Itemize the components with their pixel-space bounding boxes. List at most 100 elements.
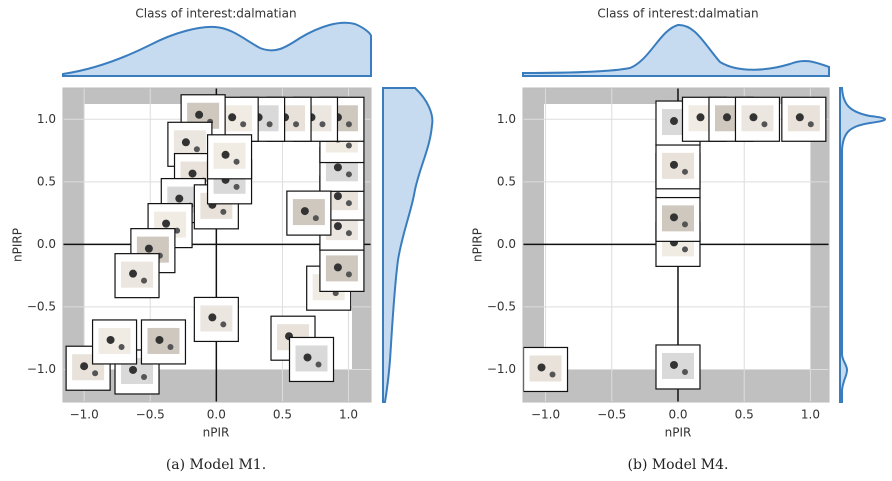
y-axis-label: nPIRP bbox=[471, 228, 485, 262]
thumbnail-content bbox=[292, 199, 325, 226]
thumbnail-spot bbox=[669, 117, 678, 126]
y-tick-label: 0.5 bbox=[497, 174, 516, 188]
thumbnail bbox=[319, 246, 365, 292]
thumbnail-spot bbox=[129, 365, 138, 374]
x-density bbox=[62, 21, 372, 77]
thumbnail-spot bbox=[193, 146, 200, 153]
thumbnail-spot bbox=[220, 321, 227, 328]
x-tick-label: −0.5 bbox=[136, 408, 165, 422]
y-axis-label: nPIRP bbox=[11, 228, 25, 262]
plot-border bbox=[522, 87, 830, 403]
thumbnail-content bbox=[147, 327, 180, 354]
thumbnail-spot bbox=[266, 121, 273, 128]
thumbnail-spot bbox=[300, 207, 309, 216]
thumbnail-spot bbox=[345, 230, 352, 237]
y-density bbox=[382, 87, 434, 403]
thumbnail-spot bbox=[681, 368, 688, 375]
thumbnail bbox=[655, 344, 701, 390]
thumbnail-content bbox=[529, 355, 562, 382]
thumbnail-content bbox=[661, 352, 694, 379]
thumbnail bbox=[91, 319, 138, 365]
thumbnail-spot bbox=[681, 168, 688, 175]
chart-title: Class of interest:dalmatian bbox=[135, 7, 296, 21]
thumbnail-spot bbox=[233, 158, 240, 165]
plot-border bbox=[62, 87, 372, 403]
y-tick-label: −1.0 bbox=[487, 362, 516, 376]
thumbnail bbox=[781, 96, 827, 142]
thumbnail-spot bbox=[681, 221, 688, 228]
y-tick-label: 0.0 bbox=[497, 237, 516, 251]
thumbnail-spot bbox=[807, 121, 814, 128]
thumbnail-spot bbox=[208, 313, 217, 322]
y-tick-label: −0.5 bbox=[27, 299, 56, 313]
thumbnail-content bbox=[173, 130, 206, 157]
thumbnail-spot bbox=[167, 343, 174, 350]
x-tick-label: 0.5 bbox=[735, 408, 754, 422]
thumbnail-spot bbox=[315, 361, 322, 368]
thumbnail-spot bbox=[669, 213, 678, 222]
thumbnail-spot bbox=[333, 222, 342, 231]
thumbnail-spot bbox=[333, 192, 342, 201]
thumbnail-spot bbox=[761, 121, 768, 128]
x-tick-label: 1.0 bbox=[339, 408, 358, 422]
thumbnail-spot bbox=[175, 194, 184, 203]
thumbnail-spot bbox=[80, 362, 89, 371]
thumbnail-spot bbox=[220, 208, 227, 215]
y-tick-label: −1.0 bbox=[27, 362, 56, 376]
thumbnail-spot bbox=[144, 244, 153, 253]
thumbnail bbox=[734, 96, 781, 142]
thumbnail-content bbox=[661, 205, 694, 232]
thumbnail-spot bbox=[181, 138, 190, 147]
thumbnail-spot bbox=[345, 142, 352, 149]
x-tick-label: −1.0 bbox=[70, 408, 99, 422]
chart-title: Class of interest:dalmatian bbox=[597, 7, 758, 21]
thumbnail-content bbox=[200, 305, 233, 332]
thumbnail bbox=[114, 253, 160, 299]
thumbnail-spot bbox=[333, 163, 342, 172]
thumbnail-spot bbox=[129, 269, 138, 278]
caption: (b) Model M4. bbox=[628, 457, 729, 473]
x-density bbox=[522, 23, 830, 77]
thumbnail bbox=[167, 121, 213, 167]
thumbnail bbox=[655, 196, 701, 242]
thumbnail-spot bbox=[141, 373, 148, 380]
thumbnail-spot bbox=[345, 200, 352, 207]
thumbnail-content bbox=[98, 327, 131, 354]
x-tick-label: 0.5 bbox=[273, 408, 292, 422]
thumbnail-spot bbox=[188, 169, 197, 178]
thumbnail-spot bbox=[696, 113, 705, 122]
thumbnail-spot bbox=[174, 227, 181, 234]
thumbnail-spot bbox=[669, 360, 678, 369]
thumbnail-content bbox=[213, 142, 246, 169]
thumbnail-content bbox=[661, 152, 694, 179]
y-tick-label: 1.0 bbox=[37, 112, 56, 126]
thumbnail-spot bbox=[118, 343, 125, 350]
thumbnail bbox=[193, 296, 239, 343]
x-axis-label: nPIR bbox=[665, 426, 692, 440]
thumbnail bbox=[288, 336, 335, 383]
thumbnail-spot bbox=[162, 219, 171, 228]
x-tick-label: 0.0 bbox=[668, 408, 687, 422]
x-tick-label: −0.5 bbox=[597, 408, 626, 422]
thumbnail-spot bbox=[312, 215, 319, 222]
thumbnail-spot bbox=[221, 150, 230, 159]
thumbnail-spot bbox=[681, 246, 688, 253]
thumbnail-content bbox=[121, 261, 154, 288]
thumbnail bbox=[206, 134, 253, 180]
thumbnail-spot bbox=[795, 113, 804, 122]
thumbnail-spot bbox=[141, 277, 148, 284]
y-density bbox=[839, 87, 886, 403]
y-tick-label: 0.5 bbox=[37, 174, 56, 188]
thumbnail-spot bbox=[722, 113, 731, 122]
thumbnail-spot bbox=[669, 160, 678, 169]
thumbnail-content bbox=[787, 105, 820, 132]
thumbnail-content bbox=[295, 345, 328, 372]
thumbnail-spot bbox=[345, 121, 352, 128]
thumbnail-spot bbox=[293, 121, 300, 128]
y-tick-label: −0.5 bbox=[487, 299, 516, 313]
thumbnail-spot bbox=[333, 263, 342, 272]
thumbnail-spot bbox=[345, 171, 352, 178]
thumbnail-spot bbox=[233, 183, 240, 190]
thumbnail bbox=[655, 144, 701, 190]
